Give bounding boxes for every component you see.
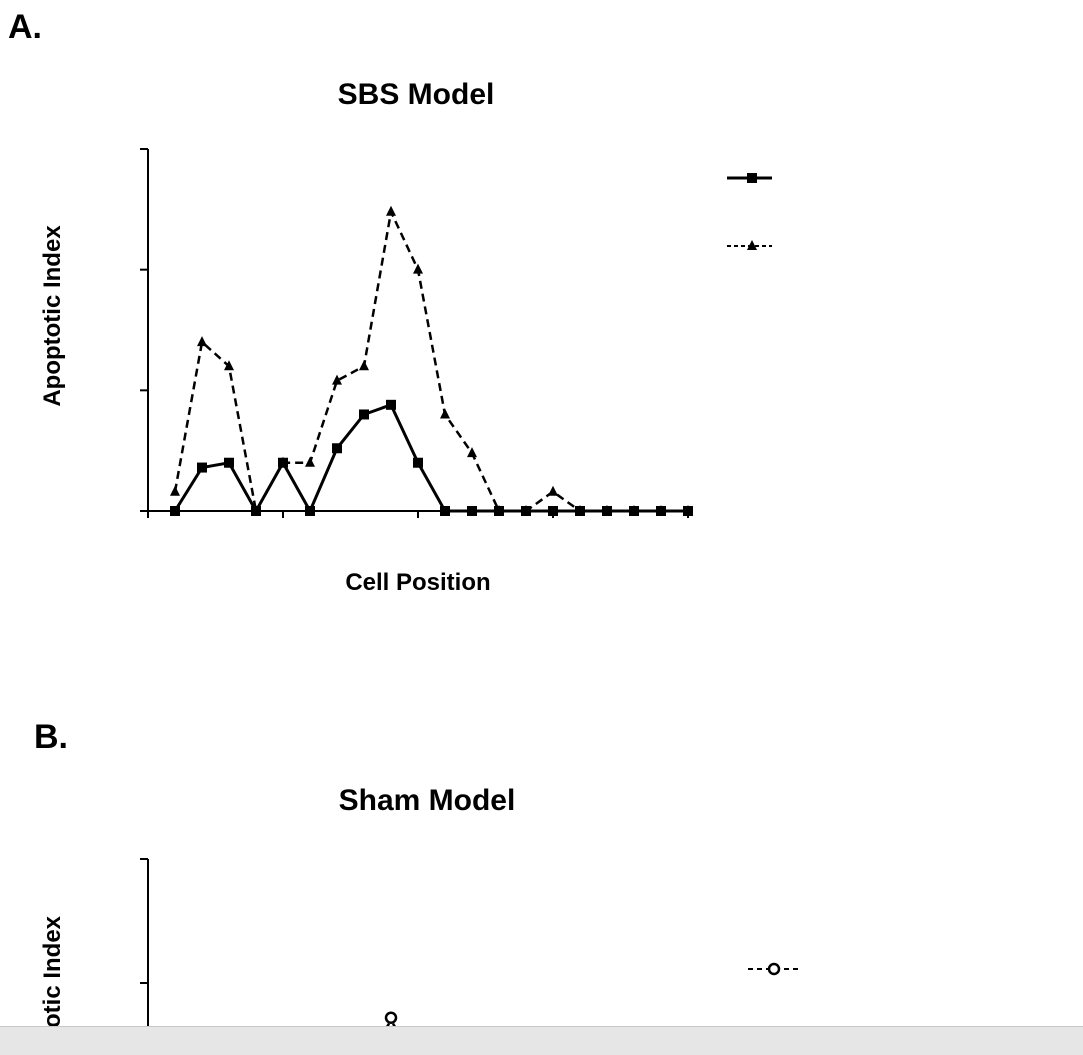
series-1-point [384,1011,398,1024]
series-2-point [467,447,477,458]
series-1-point [224,457,234,468]
series-1-point [548,506,558,516]
series-1-point [467,506,477,516]
series-2-point [494,505,504,515]
chart-b-ylabel: otic Index [39,915,66,1028]
series-1-point [332,443,342,454]
series-2-point [386,205,396,216]
series-2-point [575,505,585,515]
series-2-point [548,485,558,496]
series-1-point [170,506,180,516]
series-2-point [359,360,369,371]
chart-b-plot [140,858,399,1031]
series-2-point [521,505,531,515]
series-2-point [683,505,693,515]
series-2-point [251,505,261,515]
series-1-point [305,506,315,516]
series-2-point [278,456,288,467]
series-1-point [386,399,396,410]
chart-a-title: SBS Model [338,78,495,111]
series-1-point [197,462,207,473]
legend-marker-1 [747,173,757,183]
series-line-2 [173,207,688,515]
series-1-point [440,506,450,516]
series-2-point [629,505,639,515]
series-2-point [224,360,234,371]
series-2-point [170,485,180,496]
panel-a-label: A. [8,8,42,46]
series-2-point [305,456,315,467]
legend-marker-1 [767,962,781,976]
series-2-point [332,374,342,385]
chart-a-ylabel: Apoptotic Index [39,225,66,407]
chart-a-plot [140,148,693,518]
chart-b-title: Sham Model [339,784,516,817]
series-2-point [197,336,207,347]
bottom-scroll-bar[interactable] [0,1026,1083,1055]
legend-marker-2 [747,240,757,250]
series-2-point [656,505,666,515]
series-2-point [413,263,423,274]
chart-a-xlabel: Cell Position [345,569,490,596]
series-2-point [440,408,450,419]
chart-a-legend [727,173,772,250]
series-1-point [359,409,369,420]
series-1-point [413,457,423,468]
series-2-point [602,505,612,515]
panel-b-label: B. [34,718,68,756]
